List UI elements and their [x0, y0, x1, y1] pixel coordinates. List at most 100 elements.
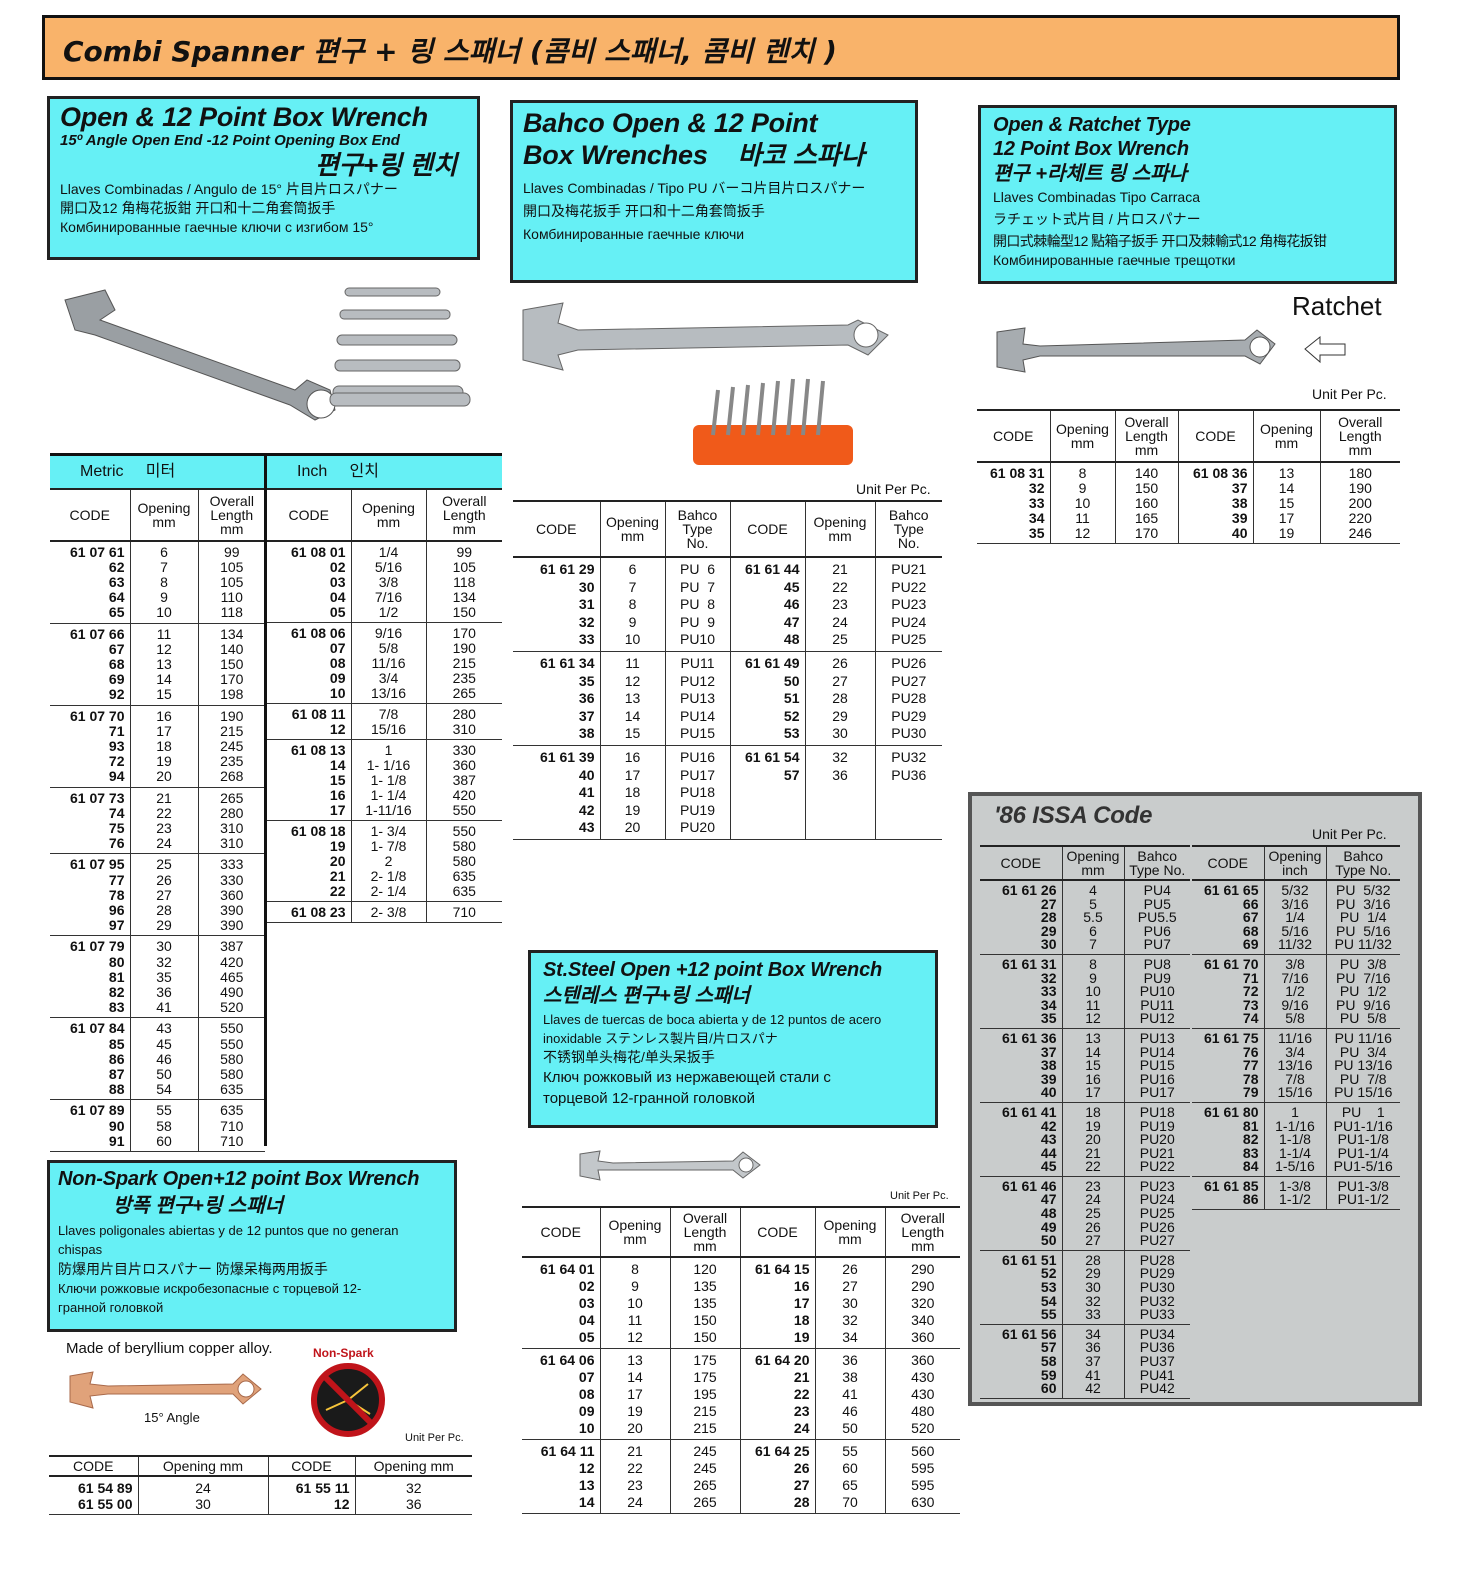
unit-label: Unit Per Pc. — [1312, 826, 1387, 842]
column-header: Opening mm — [350, 488, 426, 542]
value-cell: 8 9 10 11 12 — [599, 1257, 670, 1349]
wrench-product-image — [64, 287, 471, 421]
value-cell: PU8 PU9 PU10 PU11 PU12 — [1123, 954, 1190, 1029]
desc-spanish: Llaves Combinadas Tipo Carraca — [993, 189, 1200, 205]
value-cell: PU28 PU29 PU30 PU32 PU33 — [1123, 1250, 1190, 1325]
table-row-group: 61 61 29 30 31 32 33 6 7 8 9 10 PU 6 PU 7 … — [513, 557, 942, 652]
value-cell: 175 175 195 215 215 — [669, 1348, 740, 1440]
table-row-group: 61 61 65 66 67 68 69 5/32 3/16 1/4 5/16 1… — [1192, 880, 1400, 955]
table-row-group: 61 07 66 67 68 69 92 11 12 13 14 15 134 14… — [50, 623, 266, 706]
column-header: Bahco Type No. — [1325, 845, 1400, 881]
table-row-group: 61 07 61 62 63 64 65 6 7 8 9 10 99 105 105… — [50, 540, 266, 624]
table-row-group: 61 61 85 86 1-3/8 1-1/2 PU1-3/8 PU1-1/2 — [1192, 1176, 1400, 1211]
unit-label: Unit Per Pc. — [1312, 386, 1387, 402]
value-cell: 13 14 17 19 20 — [599, 1348, 670, 1440]
table-row-group: 61 61 80 81 82 83 84 1 1-1/16 1-1/8 1-1/4… — [1192, 1102, 1400, 1177]
value-cell: 330 360 387 420 550 — [425, 739, 503, 821]
value-cell: 21 22 23 24 25 — [804, 557, 875, 652]
desc-chinese: 開口式棘輪型12 點箱子扳手 开口及棘輸式12 角梅花扳钳 — [993, 233, 1327, 249]
table-row-group: 61 07 89 90 91 55 58 60 635 710 710 — [50, 1099, 266, 1153]
value-cell: PU13 PU14 PU15 PU16 PU17 — [1123, 1028, 1190, 1103]
section-title: Open & 12 Point Box Wrench — [60, 102, 428, 132]
code-cell: 61 61 56 57 58 59 60 — [980, 1324, 1062, 1399]
column-header: CODE — [1192, 845, 1264, 881]
code-cell: 61 08 18 19 20 21 22 — [267, 820, 351, 902]
value-cell: 18 19 20 21 22 — [1061, 1102, 1124, 1177]
value-cell: 6 7 8 9 10 — [129, 540, 198, 624]
value-cell: 290 290 320 340 360 — [884, 1257, 960, 1349]
value-cell: 30 32 35 36 41 — [129, 935, 198, 1019]
nonspark-icon — [311, 1363, 385, 1437]
wrench-set-rack-image — [693, 425, 853, 465]
column-header: Opening mm — [1061, 845, 1124, 881]
value-cell: 24 30 — [137, 1476, 268, 1515]
section-title: Non-Spark Open+12 point Box Wrench — [58, 1168, 420, 1190]
code-cell: 61 61 26 27 28 29 30 — [980, 880, 1062, 955]
value-cell: 26 27 28 29 30 — [804, 651, 875, 746]
column-header: CODE — [49, 1455, 138, 1477]
column-header: Overall Length mm — [425, 488, 503, 542]
section-title: Bahco Open & 12 Point — [523, 108, 818, 138]
value-cell: 635 710 710 — [197, 1099, 266, 1153]
code-cell: 61 07 61 62 63 64 65 — [50, 540, 130, 624]
stainless-wrench-image — [579, 1150, 761, 1181]
section-title-line2: Box Wrenches — [523, 140, 708, 170]
value-cell: PU1-3/8 PU1-1/2 — [1325, 1176, 1400, 1211]
value-cell: 99 105 118 134 150 — [425, 540, 503, 623]
column-header: Overall Length mm — [669, 1206, 740, 1258]
value-cell: PU11 PU12 PU13 PU14 PU15 — [664, 651, 730, 746]
code-cell: 61 07 66 67 68 69 92 — [50, 623, 130, 706]
page-banner: Combi Spanner 편구 + 링 스패너 (콤비 스패너, 콤비 렌치 … — [42, 15, 1400, 80]
section-korean-title: 편구 +라체트 링 스파나 — [993, 163, 1187, 185]
code-cell: 61 08 36 37 38 39 40 — [1177, 462, 1253, 544]
value-cell: 36 38 41 46 50 — [814, 1348, 885, 1440]
table-row-group: 61 08 18 19 20 21 22 1- 3/4 1- 7/8 2 2- 1… — [267, 820, 503, 902]
code-cell: 61 07 70 71 93 72 94 — [50, 705, 130, 788]
table-row-group: 61 61 51 52 53 54 55 28 29 30 32 33 PU28 P… — [980, 1250, 1190, 1325]
code-cell: 61 61 29 30 31 32 33 — [513, 557, 600, 652]
metric-table: Metric 미터 CODE Opening mm Overall Length mm… — [50, 453, 266, 1153]
value-cell: 55 60 65 70 — [814, 1439, 885, 1514]
desc-spanish: Llaves Combinadas / Angulo de 15° 片目片ロスパ… — [60, 181, 398, 197]
code-cell: 61 55 11 12 — [267, 1476, 355, 1515]
value-cell: PU 11/16 PU 3/4 PU 13/16 PU 7/8 PU 15/16 — [1325, 1028, 1400, 1103]
desc-russian: Комбинированные гаечные ключи с изгибом … — [60, 219, 374, 235]
unit-label: Unit Per Pc. — [405, 1432, 464, 1444]
desc-spanish: Llaves de tuercas de boca abierta y de 1… — [543, 1012, 882, 1027]
value-cell: 170 190 215 235 265 — [425, 622, 503, 704]
code-cell: 61 08 31 32 33 34 35 — [977, 462, 1050, 544]
code-cell: 61 61 65 66 67 68 69 — [1192, 880, 1264, 955]
wrench-set-image — [329, 287, 471, 407]
value-cell: 28 29 30 32 33 — [1061, 1250, 1124, 1325]
value-cell: 190 215 245 235 268 — [197, 705, 266, 788]
value-cell: 34 36 37 41 42 — [1061, 1324, 1124, 1399]
code-cell: 61 64 20 21 22 23 24 — [739, 1348, 815, 1440]
value-cell: 26 27 30 32 34 — [814, 1257, 885, 1349]
section-title: St.Steel Open +12 point Box Wrench — [543, 959, 883, 981]
column-header: Opening mm — [599, 1206, 670, 1258]
section-title-line2: 12 Point Box Wrench — [993, 138, 1189, 160]
column-header: CODE — [739, 1206, 815, 1258]
desc-russian-2: гранной головкой — [58, 1300, 164, 1315]
code-cell: 61 64 06 07 08 09 10 — [522, 1348, 600, 1440]
column-header: Opening mm — [804, 500, 875, 558]
code-cell: 61 61 51 52 53 54 55 — [980, 1250, 1062, 1325]
code-cell: 61 61 39 40 41 42 43 — [513, 745, 600, 840]
column-header: Opening mm — [814, 1206, 885, 1258]
code-cell: 61 61 41 42 43 44 45 — [980, 1102, 1062, 1177]
code-cell: 61 64 15 16 17 18 19 — [739, 1257, 815, 1349]
section-stainless-header: St.Steel Open +12 point Box Wrench 스텐레스 … — [528, 950, 938, 1128]
value-cell: PU18 PU19 PU20 PU21 PU22 — [1123, 1102, 1190, 1177]
table-row-group: 61 64 06 07 08 09 10 13 14 17 19 20 175 17… — [522, 1348, 960, 1440]
table-row-group: 61 61 34 35 36 37 38 11 12 13 14 15 PU11 P… — [513, 651, 942, 746]
code-cell: 61 61 36 37 38 39 40 — [980, 1028, 1062, 1103]
section-korean-title: 편구+링 렌치 — [314, 150, 457, 180]
table-row-group: 61 61 56 57 58 59 60 34 36 37 41 42 PU34 P… — [980, 1324, 1190, 1399]
section-ratchet-header: Open & Ratchet Type 12 Point Box Wrench … — [978, 105, 1397, 284]
issa-metric-table: CODE Opening mm Bahco Type No. 61 61 26 27 … — [980, 845, 1190, 1399]
code-cell: 61 61 54 57 — [729, 745, 805, 840]
column-header: Bahco Type No. — [664, 500, 730, 558]
value-cell: 11 12 13 14 15 — [129, 623, 198, 706]
value-cell: 7/8 15/16 — [350, 703, 426, 740]
code-cell: 61 54 89 61 55 00 — [49, 1476, 138, 1515]
